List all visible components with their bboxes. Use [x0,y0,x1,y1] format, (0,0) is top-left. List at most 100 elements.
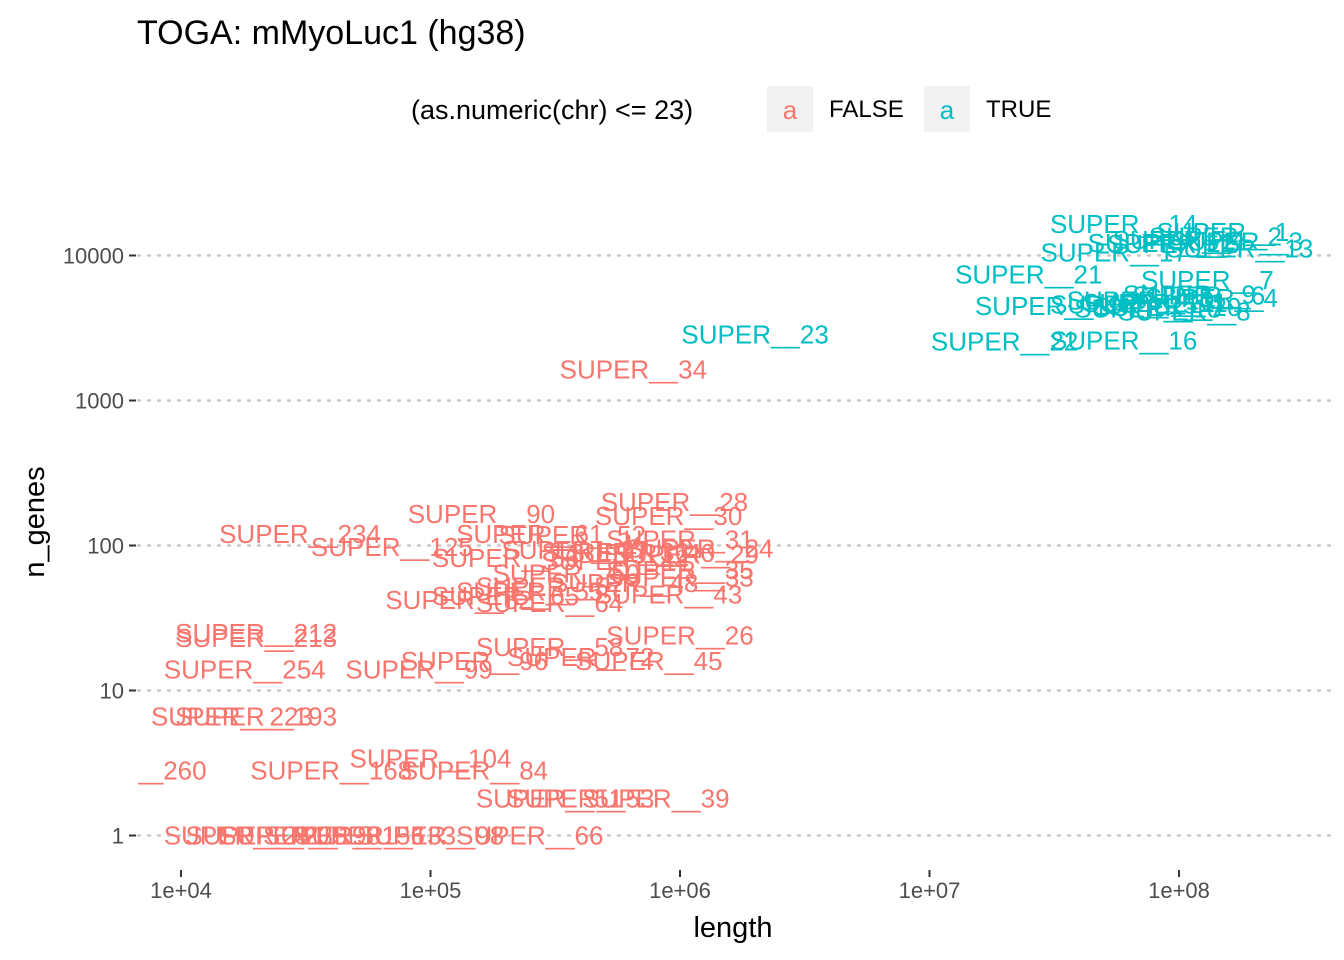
y-tick-label: 10 [100,679,124,704]
point-label: SUPER__4 [1113,225,1246,255]
point-label: SUPER__223 [151,702,313,732]
point-label: SUPER__34 [560,354,707,384]
point-label: SUPER__57 [476,572,623,602]
point-label: SUPER__18 [1074,294,1221,324]
legend-key-true-bg [924,86,970,132]
point-label: SUPER__20 [1094,292,1241,322]
point-label: SUPER__125 [311,532,473,562]
point-label: SUPER__39 [582,783,729,813]
legend: (as.numeric(chr) <= 23) a FALSE a TRUE [411,86,1051,132]
y-tick-label: 1000 [75,389,124,414]
point-label: SUPER__61 [456,519,603,549]
x-tick-label: 1e+04 [150,878,212,903]
chart-title: TOGA: mMyoLuc1 (hg38) [137,14,526,52]
x-tick-label: 1e+08 [1148,878,1210,903]
point-label: SUPER__22 [931,327,1078,357]
point-label: SUPER__8 [1118,297,1251,327]
point-label: SUPER__9 [1123,279,1256,309]
point-label: SUPER__3 [1170,226,1303,256]
point-label: SUPER__168 [250,756,412,786]
point-label: SUPER__35 [606,555,753,585]
y-tick-label: 1 [112,824,124,849]
point-label: SUPER__26 [606,620,753,650]
point-label: SUPER__65 [432,581,579,611]
point-label: SUPER__193 [175,702,337,732]
legend-label-true: TRUE [986,96,1051,123]
point-label: SUPER__29 [612,539,759,569]
point-label: SUPER__56 [432,543,579,573]
point-label: SUPER__10 [1067,285,1214,315]
point-label: SUPER__254 [164,654,326,684]
point-label: SUPER__1 [1156,217,1289,247]
point-label: SUPER__99 [345,654,492,684]
point-label: SUPER__51 [476,783,623,813]
y-axis: 1 10 100 1000 10000 [63,244,136,849]
point-label: SUPER__64 [476,588,623,618]
legend-label-false: FALSE [829,96,904,123]
y-tick-label: 100 [87,534,124,559]
point-label: SUPER__156 [263,821,425,851]
point-label: SUPER__260 [45,756,207,786]
point-label: SUPER__7 [1141,265,1274,295]
point-label: SUPER__14 [1050,209,1197,239]
point-label: SUPER__90 [408,499,555,529]
point-label: SUPER__104 [350,743,512,773]
point-label: SUPER__30 [595,501,742,531]
point-label: SUPER__37 [501,535,648,565]
x-tick-label: 1e+06 [649,878,711,903]
point-label: SUPER__19 [975,291,1122,321]
point-label: SUPER__4 [1145,283,1278,313]
point-label: SUPER__52 [499,520,646,550]
point-label: SUPER__53 [507,783,654,813]
point-label: SUPER__24 [626,534,773,564]
point-label: SUPER__84 [401,756,548,786]
point-label: SUPER__21 [955,259,1102,289]
x-tick-label: 1e+07 [899,878,961,903]
point-label: SUPER__72 [507,642,654,672]
point-label: SUPER__45 [575,646,722,676]
point-label: SUPER__33 [606,563,753,593]
point-label: SUPER__13 [1166,233,1313,263]
point-label: SUPER__28 [601,487,748,517]
point-label: SUPER__58 [476,632,623,662]
point-label: SUPER__17 [1041,237,1188,267]
point-label: SUPER__241 [164,821,326,851]
point-label: SUPER__2 [1149,222,1282,252]
legend-title: (as.numeric(chr) <= 23) [411,95,693,125]
point-label: SUPER__31 [606,524,753,554]
point-label: SUPER__40 [568,538,715,568]
x-axis: 1e+04 1e+05 1e+06 1e+07 1e+08 [150,870,1210,903]
point-label: SUPER__96 [401,646,548,676]
x-axis-title: length [693,912,772,944]
point-label: SUPER__55 [456,577,603,607]
point-label: SUPER__235 [185,821,347,851]
point-label: SUPER__15 [1050,289,1197,319]
legend-key-false-bg [767,86,813,132]
y-axis-title: n_genes [19,466,51,577]
point-label: SUPER__212 [175,618,337,648]
point-label: SUPER__6 [1132,280,1265,310]
point-label: SUPER__16 [1050,325,1197,355]
point-label: SUPER__213 [175,623,337,653]
point-label: SUPER__12 [1088,228,1235,258]
point-label: SUPER__5 [1107,229,1240,259]
x-tick-label: 1e+05 [400,878,462,903]
point-label: SUPER__44 [542,546,689,576]
point-label: SUPER__198 [219,821,381,851]
point-label: SUPER__43 [595,579,742,609]
legend-key-false: a [783,95,798,125]
point-label: SUPER__36 [542,537,689,567]
point-label: SUPER__50 [493,559,640,589]
point-label: SUPER__23 [681,320,828,350]
legend-key-true: a [940,95,955,125]
point-label: SUPER__82 [385,585,532,615]
point-label: SUPER__234 [219,519,381,549]
point-labels: SUPER__14SUPER__1SUPER__2SUPER__3SUPER__… [45,209,1313,851]
point-label: SUPER__48 [551,568,698,598]
point-label: SUPER__98 [357,821,504,851]
point-label: SUPER__66 [456,821,603,851]
point-label: SUPER__11 [1082,288,1228,318]
y-tick-label: 10000 [63,244,124,269]
point-label: SUPER__133 [294,821,456,851]
